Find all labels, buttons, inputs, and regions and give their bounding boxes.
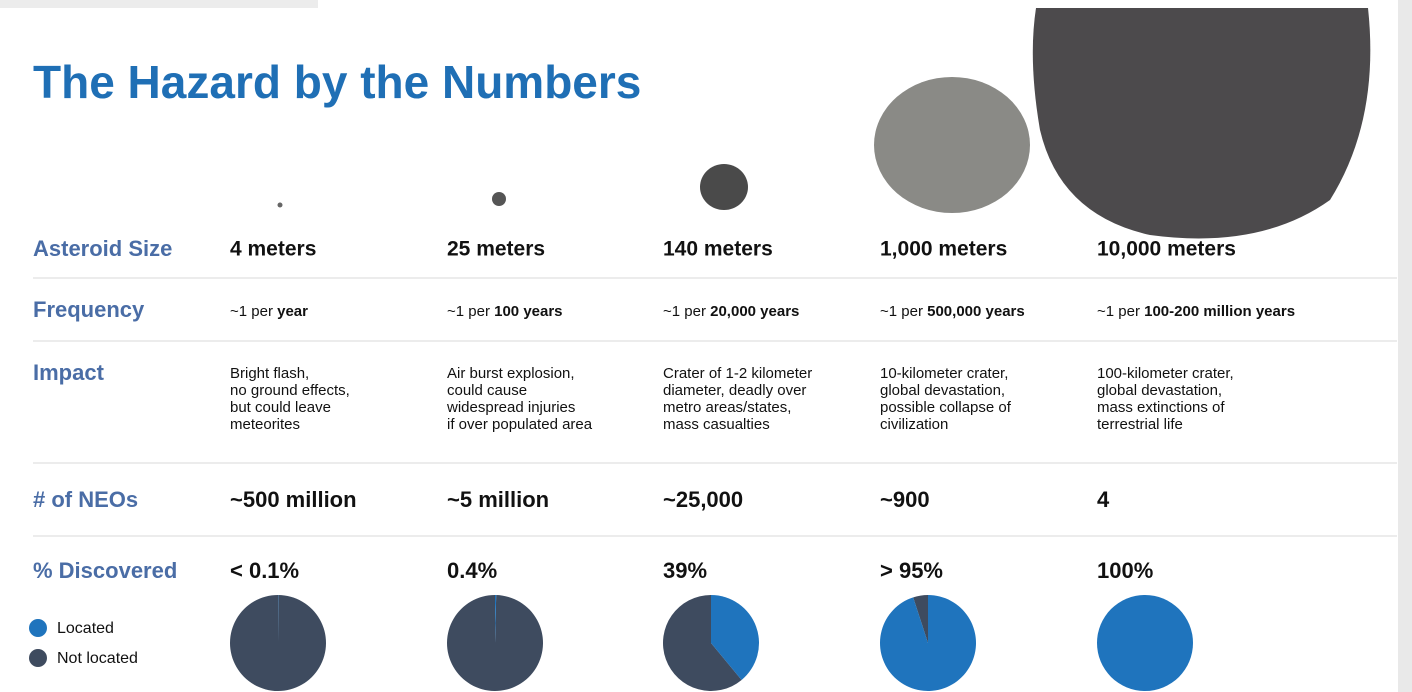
frequency-value: 100 years <box>494 303 562 320</box>
impact-line: mass casualties <box>663 416 770 433</box>
frequency-value: 500,000 years <box>927 303 1025 320</box>
impact-line: widespread injuries <box>446 399 575 416</box>
impact-line: 100-kilometer crater, <box>1097 365 1234 382</box>
neo-count: ~25,000 <box>663 487 743 512</box>
impact-line: global devastation, <box>880 382 1005 399</box>
pie-not-located <box>229 595 326 691</box>
value-label: > 95% <box>880 558 943 583</box>
frequency-prefix: ~1 per <box>663 303 706 320</box>
impact-line: Air burst explosion, <box>447 365 575 382</box>
pie-located <box>1097 595 1193 691</box>
asteroid-size: 10,000 meters <box>1097 238 1236 261</box>
top-bar <box>0 0 318 8</box>
asteroid <box>277 202 283 208</box>
legend-swatch <box>29 649 47 667</box>
asteroid <box>874 77 1030 213</box>
legend-label: Not located <box>57 650 138 667</box>
neo-count: ~500 million <box>230 487 357 512</box>
pie-not-located <box>447 595 544 692</box>
row-label: Asteroid Size <box>33 236 172 261</box>
impact-line: could cause <box>447 382 527 399</box>
asteroid-size: 140 meters <box>663 238 773 261</box>
frequency: ~1 per 100 years <box>447 303 563 320</box>
pie-not-located <box>662 595 742 692</box>
asteroid-size: 1,000 meters <box>880 238 1007 261</box>
frequency-prefix: ~1 per <box>447 303 490 320</box>
impact-line: if over populated area <box>447 416 593 433</box>
impact-line: no ground effects, <box>230 382 350 399</box>
frequency-value: 100-200 million years <box>1144 303 1295 320</box>
impact-line: but could leave <box>230 399 331 416</box>
row-label: Impact <box>33 360 105 385</box>
impact-line: Bright flash, <box>230 365 309 382</box>
legend-label: Located <box>57 620 114 637</box>
impact-line: Crater of 1-2 kilometer <box>663 365 812 382</box>
row-label: Frequency <box>33 297 145 322</box>
impact-line: metro areas/states, <box>663 399 791 416</box>
frequency-value: year <box>277 303 308 320</box>
pie-not-located <box>913 595 928 643</box>
pie-located <box>495 595 497 643</box>
frequency: ~1 per 500,000 years <box>880 303 1025 320</box>
impact-line: civilization <box>880 416 948 433</box>
impact-line: meteorites <box>230 416 300 433</box>
neo-count: ~5 million <box>447 487 549 512</box>
impact-line: possible collapse of <box>880 399 1012 416</box>
legend-swatch <box>29 619 47 637</box>
frequency: ~1 per year <box>230 303 308 320</box>
impact-line: diameter, deadly over <box>663 382 806 399</box>
neo-count: ~900 <box>880 487 930 512</box>
impact-line: mass extinctions of <box>1097 399 1225 416</box>
value-label: < 0.1% <box>230 558 299 583</box>
impact-line: 10-kilometer crater, <box>880 365 1008 382</box>
asteroid-size: 4 meters <box>230 238 316 261</box>
frequency: ~1 per 100-200 million years <box>1097 303 1295 320</box>
frequency-prefix: ~1 per <box>880 303 923 320</box>
asteroid-size: 25 meters <box>447 238 545 261</box>
neo-count: 4 <box>1097 487 1110 512</box>
impact-line: global devastation, <box>1097 382 1222 399</box>
asteroid <box>492 192 506 206</box>
asteroid <box>700 164 748 210</box>
page-shadow <box>1398 0 1412 692</box>
value-label: 0.4% <box>447 558 497 583</box>
frequency-value: 20,000 years <box>710 303 799 320</box>
pie-located <box>880 595 977 692</box>
value-label: 39% <box>663 558 707 583</box>
title: The Hazard by the Numbers <box>33 56 641 108</box>
frequency-prefix: ~1 per <box>1097 303 1140 320</box>
frequency: ~1 per 20,000 years <box>663 303 799 320</box>
pie-located <box>711 595 759 680</box>
value-label: 100% <box>1097 558 1153 583</box>
asteroid <box>1032 8 1371 239</box>
row-label: # of NEOs <box>33 487 138 512</box>
row-label: % Discovered <box>33 558 177 583</box>
impact-line: terrestrial life <box>1097 416 1183 433</box>
asteroid-images <box>277 8 1371 239</box>
frequency-prefix: ~1 per <box>230 303 273 320</box>
